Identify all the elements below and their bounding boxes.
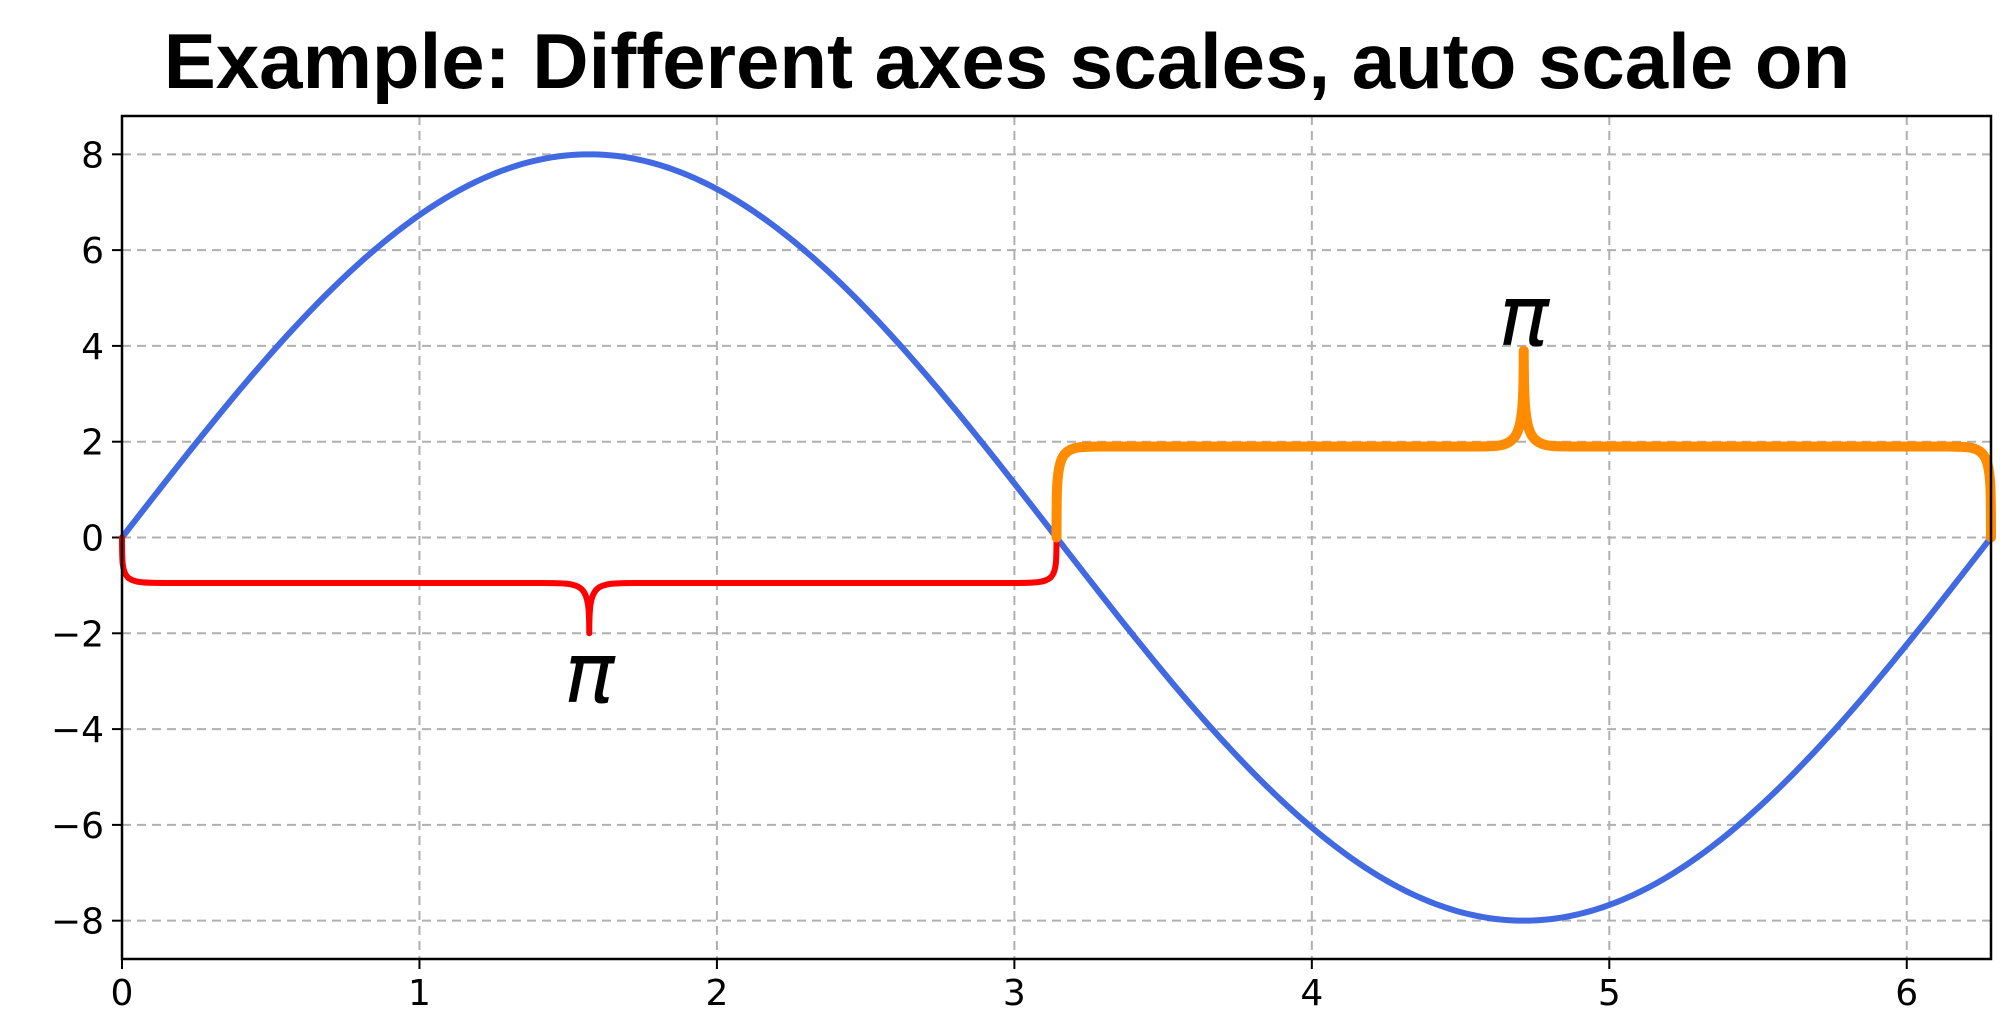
curly-brace-up [1051,345,1996,543]
curly-brace-down [119,534,1060,637]
brace-label-pi: π [564,624,616,722]
x-tick-label: 4 [1300,973,1323,1014]
y-tick-label: −4 [51,710,104,751]
x-tick-label: 6 [1895,973,1918,1014]
chart-title: Example: Different axes scales, auto sca… [164,17,1850,105]
y-tick-label: −8 [51,902,104,943]
annotations: ππ [119,267,1996,722]
x-tick-label: 3 [1003,973,1026,1014]
y-tick-label: 8 [81,135,104,176]
x-tick-label: 0 [111,973,134,1014]
x-tick-label: 1 [408,973,431,1014]
brace-label-pi: π [1498,267,1550,365]
y-tick-label: 2 [81,423,104,464]
axis-ticks: 0 1 2 3 4 5 6 8 6 4 2 0 −2 −4 −6 −8 [51,135,1918,1014]
plot-frame [120,114,1993,961]
y-tick-label: 0 [81,519,104,560]
y-tick-label: 6 [81,231,104,272]
y-tick-label: −6 [51,806,104,847]
x-tick-label: 2 [705,973,728,1014]
y-tick-label: 4 [81,327,104,368]
x-tick-label: 5 [1598,973,1621,1014]
y-tick-label: −2 [51,614,104,655]
